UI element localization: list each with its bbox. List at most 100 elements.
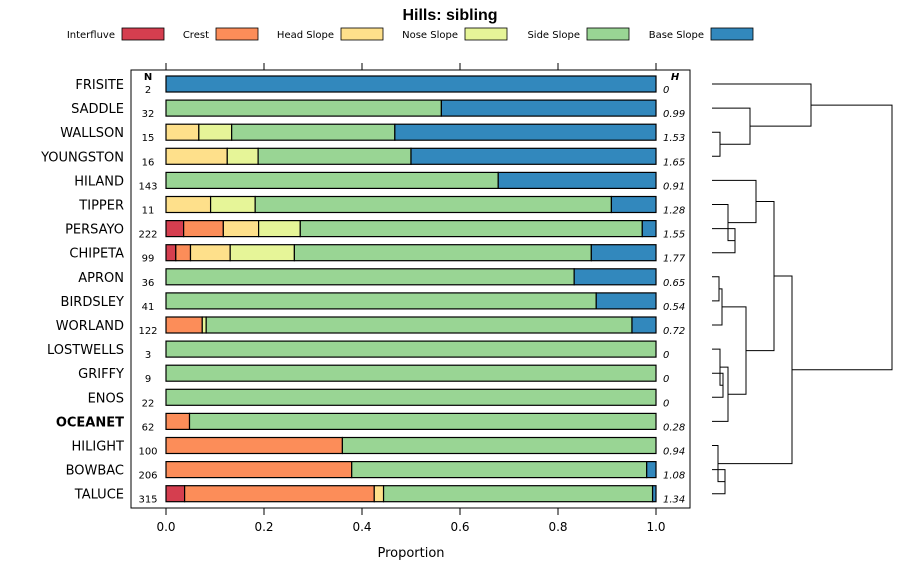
- bar-segment-interfluve: [165, 244, 177, 262]
- bar-segment-crest: [184, 485, 375, 503]
- bar-segment-crest: [165, 412, 191, 430]
- legend-label-side-slope: Side Slope: [527, 30, 580, 41]
- row-h-value: 0.65: [663, 278, 685, 289]
- dendrogram-link: [746, 200, 775, 352]
- row-label: YOUNGSTON: [40, 150, 124, 165]
- row-n-value: 315: [138, 495, 157, 506]
- dendrogram-link: [712, 107, 751, 145]
- legend-swatch-interfluve: [121, 27, 165, 41]
- x-tick-label: 0.6: [450, 520, 469, 534]
- row-h-value: 1.53: [663, 133, 685, 144]
- x-axis-title: Proportion: [377, 546, 444, 561]
- n-column-header: N: [144, 72, 152, 83]
- legend-swatch-head-slope: [340, 27, 384, 41]
- row-h-value: 0.99: [663, 109, 685, 120]
- bar-segment-base-slope: [410, 147, 657, 165]
- row-label: FRISITE: [75, 78, 124, 93]
- row-worland: WORLAND 122 0.72: [56, 316, 685, 337]
- bar-segment-head-slope: [165, 123, 200, 141]
- row-n-value: 3: [145, 350, 151, 361]
- row-n-value: 36: [142, 278, 155, 289]
- row-label: WALLSON: [60, 126, 124, 141]
- dendrogram-link: [712, 179, 757, 224]
- bar-segment-crest: [175, 244, 192, 262]
- bar-segment-interfluve: [165, 220, 185, 238]
- x-tick-label: 0.0: [156, 520, 175, 534]
- bar-segment-side-slope: [165, 364, 657, 382]
- row-label: HILAND: [74, 174, 124, 189]
- row-h-value: 1.28: [663, 206, 685, 217]
- row-n-value: 32: [142, 109, 155, 120]
- row-label: CHIPETA: [69, 247, 124, 262]
- bar-segment-side-slope: [293, 244, 592, 262]
- row-taluce: TALUCE 315 1.34: [74, 485, 685, 506]
- row-label: HILIGHT: [72, 440, 125, 455]
- bar-segment-head-slope: [165, 195, 212, 214]
- bar-segment-base-slope: [440, 99, 657, 117]
- row-n-value: 11: [142, 206, 155, 217]
- bar-segment-base-slope: [631, 316, 657, 334]
- legend-label-crest: Crest: [183, 30, 209, 41]
- dendrogram-link: [712, 83, 812, 127]
- row-apron: APRON 36 0.65: [78, 268, 685, 289]
- x-axis: 0.0 0.2 0.4 0.6 0.8 1.0: [156, 63, 666, 534]
- x-tick-label: 0.8: [548, 520, 567, 534]
- row-label: TIPPER: [78, 199, 124, 214]
- bar-segment-interfluve: [165, 485, 186, 503]
- bar-segment-nose-slope: [198, 123, 233, 141]
- legend-label-base-slope: Base Slope: [649, 30, 704, 41]
- row-label: OCEANET: [56, 415, 124, 430]
- row-oceanet: OCEANET 62 0.28: [56, 412, 685, 433]
- bar-segment-crest: [183, 220, 224, 238]
- row-lostwells: LOSTWELLS 3 0: [47, 340, 669, 361]
- dendrogram: [712, 83, 893, 495]
- bar-segment-side-slope: [341, 436, 657, 455]
- bar-segment-side-slope: [188, 412, 657, 430]
- row-h-value: 0.94: [663, 447, 685, 458]
- rows: FRISITE 2 0 SADDLE 32 0.99 WALLSON 15 1.53 YOUNGS…: [40, 75, 686, 506]
- bar-segment-side-slope: [165, 99, 442, 117]
- bar-segment-head-slope: [222, 220, 260, 238]
- bar-segment-base-slope: [497, 171, 657, 189]
- row-hilight: HILIGHT 100 0.94: [72, 436, 685, 458]
- row-h-value: 1.08: [663, 471, 685, 482]
- row-h-value: 0: [663, 398, 669, 409]
- dendrogram-link: [712, 288, 723, 326]
- bar-segment-base-slope: [394, 123, 657, 141]
- row-chipeta: CHIPETA 99 1.77: [69, 244, 686, 265]
- dendrogram-link: [718, 275, 793, 465]
- row-n-value: 9: [145, 374, 151, 385]
- bar-segment-nose-slope: [209, 195, 256, 214]
- row-birdsley: BIRDSLEY 41 0.54: [61, 292, 685, 313]
- row-bowbac: BOWBAC 206 1.08: [66, 461, 685, 482]
- row-wallson: WALLSON 15 1.53: [60, 123, 685, 144]
- row-h-value: 0.91: [663, 181, 685, 192]
- row-n-value: 2: [145, 85, 151, 96]
- plot-frame: [130, 69, 691, 509]
- dendrogram-link: [722, 306, 747, 395]
- row-tipper: TIPPER 11 1.28: [78, 195, 685, 217]
- bar-segment-base-slope: [651, 485, 657, 503]
- row-n-value: 62: [142, 422, 155, 433]
- row-h-value: 1.55: [663, 230, 685, 241]
- legend-swatch-base-slope: [710, 27, 754, 41]
- bar-segment-head-slope: [189, 244, 231, 262]
- row-frisite: FRISITE 2 0: [75, 75, 669, 96]
- bar-segment-crest: [165, 316, 203, 334]
- row-youngston: YOUNGSTON 16 1.65: [40, 147, 685, 168]
- bar-segment-side-slope: [165, 171, 499, 189]
- bar-segment-base-slope: [165, 75, 657, 93]
- row-n-value: 122: [138, 326, 157, 337]
- row-hiland: HILAND 143 0.91: [74, 171, 685, 192]
- row-label: BOWBAC: [66, 464, 124, 479]
- row-label: LOSTWELLS: [47, 343, 124, 358]
- bar-segment-side-slope: [165, 268, 575, 286]
- row-persayo: PERSAYO 222 1.55: [65, 220, 685, 241]
- bar-segment-side-slope: [165, 292, 597, 310]
- legend-swatch-side-slope: [586, 27, 630, 41]
- row-h-value: 0: [663, 374, 669, 385]
- dendrogram-link: [712, 131, 721, 157]
- bar-segment-head-slope: [165, 147, 228, 165]
- bar-segment-base-slope: [641, 220, 657, 238]
- row-enos: ENOS 22 0: [88, 388, 669, 409]
